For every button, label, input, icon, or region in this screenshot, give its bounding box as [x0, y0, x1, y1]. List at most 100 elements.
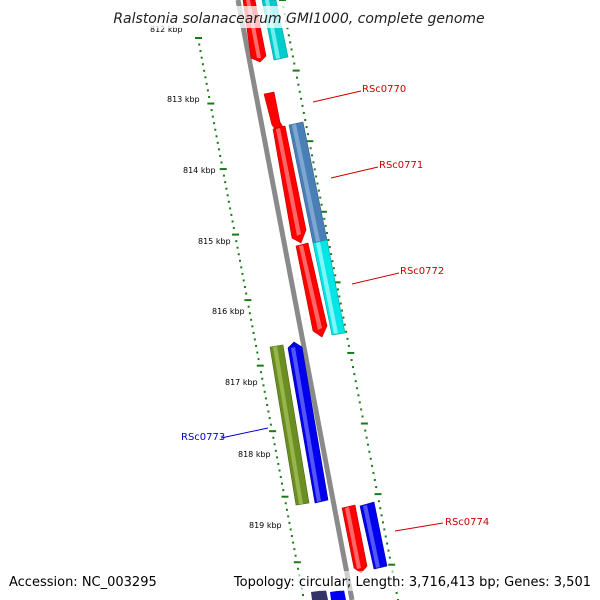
inner-track-tick [284, 502, 287, 505]
outer-track-tick [375, 486, 378, 489]
leader-rsc0773 [220, 427, 269, 439]
outer-track-tick [380, 514, 383, 517]
outer-track-tick [395, 591, 398, 594]
inner-track-tick [250, 318, 253, 321]
gene-feature-rsc0773-blue[interactable] [287, 341, 329, 504]
inner-track-tick [220, 161, 223, 164]
outer-track-tick [298, 90, 301, 93]
outer-track-tick [377, 500, 380, 503]
outer-track-tick [315, 175, 318, 178]
inner-track-tick [199, 50, 202, 53]
outer-track-tick [331, 260, 334, 263]
inner-tick-track [195, 37, 304, 596]
outer-track-tick [309, 147, 312, 150]
inner-track-tick [232, 227, 235, 230]
inner-track-tick [205, 82, 208, 85]
outer-track-tick [306, 140, 314, 143]
outer-track-tick [383, 528, 386, 531]
gene-label-rsc0774[interactable]: RSc0774 [445, 517, 489, 528]
gene-label-rsc0773[interactable]: RSc0773 [181, 432, 225, 443]
inner-track-tick [225, 187, 228, 190]
inner-track-tick [213, 122, 216, 125]
outer-track-tick [306, 133, 309, 136]
inner-track-tick [243, 286, 246, 289]
outer-track-tick [324, 224, 327, 227]
outer-track-tick [358, 401, 361, 404]
outer-track-tick [304, 119, 307, 121]
ruler-label-812: 812 kbp [150, 25, 183, 34]
outer-track-tick [386, 542, 389, 545]
inner-track-tick [198, 43, 201, 46]
inner-track-tick [247, 305, 250, 308]
outer-track-tick [297, 83, 300, 86]
inner-track-tick [256, 364, 264, 367]
inner-track-tick [292, 541, 295, 544]
outer-track-tick [384, 535, 387, 538]
outer-track-tick [279, 0, 286, 1]
gene-label-rsc0770[interactable]: RSc0770 [362, 84, 406, 95]
gene-labels: RSc0770 RSc0771 RSc0772 RSc0773 RSc0774 [181, 84, 489, 528]
outer-track-tick [338, 295, 341, 298]
inner-track-tick [229, 207, 232, 210]
genome-backbone [235, 0, 355, 600]
inner-track-tick [297, 567, 300, 570]
inner-track-tick [256, 351, 259, 354]
gene-label-rsc0772[interactable]: RSc0772 [400, 266, 444, 277]
inner-track-tick [245, 292, 248, 295]
outer-track-tick [342, 316, 345, 319]
inner-track-tick [222, 174, 225, 177]
inner-track-tick [267, 410, 270, 413]
inner-track-tick [278, 469, 281, 472]
gene-feature-rsc0774-blue[interactable] [359, 501, 388, 570]
leader-rsc0774 [394, 522, 444, 532]
gene-feature-rsc0772-red[interactable] [295, 242, 328, 338]
inner-track-tick [237, 253, 240, 256]
gene-feature-bottom-partial[interactable] [311, 590, 346, 600]
inner-track-tick [214, 128, 217, 131]
accession-text: Accession: NC_003295 [9, 575, 157, 590]
outer-track-tick [301, 104, 304, 107]
inner-track-tick [201, 63, 204, 66]
outer-track-tick [296, 76, 299, 79]
outer-track-tick [316, 182, 319, 185]
inner-track-tick [244, 299, 252, 302]
ruler-label-819: 819 kbp [249, 521, 282, 530]
inner-track-tick [293, 561, 301, 564]
outer-track-tick [366, 443, 369, 446]
gene-feature-rsc0773-olive[interactable] [269, 344, 310, 506]
outer-track-tick [388, 556, 391, 559]
inner-track-tick [281, 482, 283, 485]
gene-feature-rsc0771-red[interactable] [272, 125, 307, 244]
gene-feature-rsc0772-cyan[interactable] [312, 239, 346, 336]
outer-track-tick [379, 507, 382, 510]
inner-track-tick [268, 417, 271, 420]
outer-track-tick [323, 217, 326, 220]
outer-track-tick [357, 394, 360, 397]
inner-track-tick [207, 102, 215, 105]
inner-track-tick [203, 69, 206, 72]
inner-track-tick [219, 154, 222, 157]
inner-track-tick [294, 554, 297, 557]
gene-label-rsc0771[interactable]: RSc0771 [379, 160, 423, 171]
ruler-label-814: 814 kbp [183, 166, 216, 175]
gene-feature-rsc0774-red[interactable] [341, 504, 368, 574]
inner-track-tick [279, 476, 282, 479]
inner-track-tick [272, 436, 275, 439]
inner-track-tick [200, 56, 203, 59]
outer-track-tick [287, 34, 290, 37]
outer-track-tick [328, 246, 331, 249]
outer-track-tick [360, 422, 368, 425]
gene-feature-rsc0770[interactable] [263, 91, 284, 130]
outer-track-tick [374, 493, 382, 496]
inner-track-tick [204, 76, 207, 79]
outer-track-tick [341, 309, 344, 312]
outer-track-tick [356, 387, 359, 390]
inner-track-tick [273, 443, 276, 446]
inner-track-tick [236, 246, 239, 249]
inner-track-tick [251, 325, 254, 328]
inner-track-tick [211, 115, 214, 118]
inner-track-tick [302, 594, 304, 596]
outer-track-tick [347, 351, 355, 354]
ruler-label-816: 816 kbp [212, 307, 245, 316]
